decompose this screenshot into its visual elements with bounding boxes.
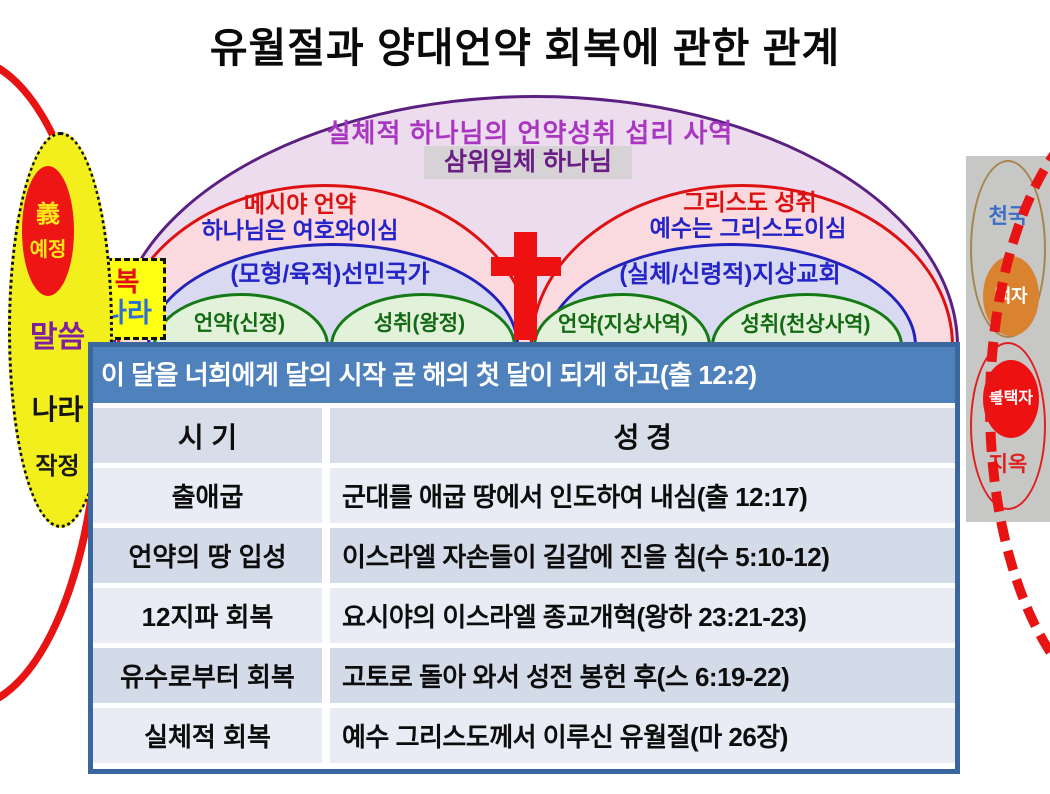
scripture-cell: 요시야의 이스라엘 종교개혁(왕하 23:21-23) — [330, 588, 955, 643]
fulfillment-monarchy-label: 성취(왕정) — [373, 312, 466, 335]
page-title: 유월절과 양대언약 회복에 관한 관계 — [209, 25, 841, 71]
chosen-nation-label: (모형/육적)선민국가 — [230, 261, 430, 288]
table-row: 출애굽 군대를 애굽 땅에서 인도하여 내심(출 12:17) — [93, 468, 955, 523]
period-cell: 언약의 땅 입성 — [93, 528, 322, 583]
table-row: 12지파 회복 요시야의 이스라엘 종교개혁(왕하 23:21-23) — [93, 588, 955, 643]
righteousness-oval: 義 예정 — [22, 166, 74, 296]
table-row: 실체적 회복 예수 그리스도께서 이루신 유월절(마 26장) — [93, 708, 955, 763]
cross-vertical-bar — [514, 232, 537, 340]
messiah-covenant-label: 메시야 언약 — [243, 191, 357, 217]
earthly-church-label: (실체/신령적)지상교회 — [619, 261, 841, 288]
table-row: 유수로부터 회복 고토로 돌아 와서 성전 봉헌 후(스 6:19-22) — [93, 648, 955, 703]
providence-label: 실체적 하나님의 언약성취 섭리 사역 — [326, 118, 734, 148]
period-cell: 출애굽 — [93, 468, 322, 523]
passover-table: 이 달을 너희에게 달의 시작 곧 해의 첫 달이 되게 하고(출 12:2) … — [88, 342, 960, 774]
christ-fulfillment-label: 그리스도 성취 — [683, 189, 817, 215]
period-column-header: 시 기 — [93, 408, 322, 463]
period-cell: 유수로부터 회복 — [93, 648, 322, 703]
word-label: 말씀 — [29, 321, 86, 354]
scripture-column-header: 성 경 — [330, 408, 955, 463]
covenant-earthly-ministry-label: 언약(지상사역) — [558, 313, 688, 336]
blessing-label: 복 — [114, 267, 140, 297]
decree-label: 작정 — [35, 453, 80, 480]
period-cell: 실체적 회복 — [93, 708, 322, 763]
jehovah-label: 하나님은 여호와이심 — [201, 217, 399, 243]
jesus-christ-label: 예수는 그리스도이심 — [649, 215, 847, 241]
verse-header: 이 달을 너희에게 달의 시작 곧 해의 첫 달이 되게 하고(출 12:2) — [93, 347, 955, 403]
cross-horizontal-bar — [491, 257, 561, 276]
trinity-label: 삼위일체 하나님 — [424, 146, 632, 179]
fulfillment-heavenly-ministry-label: 성취(천상사역) — [740, 313, 871, 336]
nation-label: 나라 — [31, 394, 84, 425]
table-header-row: 시 기 성 경 — [93, 408, 955, 463]
foreordination-label: 예정 — [29, 239, 67, 261]
period-cell: 12지파 회복 — [93, 588, 322, 643]
scripture-cell: 군대를 애굽 땅에서 인도하여 내심(출 12:17) — [330, 468, 955, 523]
scripture-cell: 예수 그리스도께서 이루신 유월절(마 26장) — [330, 708, 955, 763]
scripture-cell: 이스라엘 자손들이 길갈에 진을 침(수 5:10-12) — [330, 528, 955, 583]
scripture-cell: 고토로 돌아 와서 성전 봉헌 후(스 6:19-22) — [330, 648, 955, 703]
covenant-theocracy-label: 언약(신정) — [193, 312, 286, 335]
righteousness-hanja: 義 — [36, 202, 60, 228]
table-row: 언약의 땅 입성 이스라엘 자손들이 길갈에 진을 침(수 5:10-12) — [93, 528, 955, 583]
